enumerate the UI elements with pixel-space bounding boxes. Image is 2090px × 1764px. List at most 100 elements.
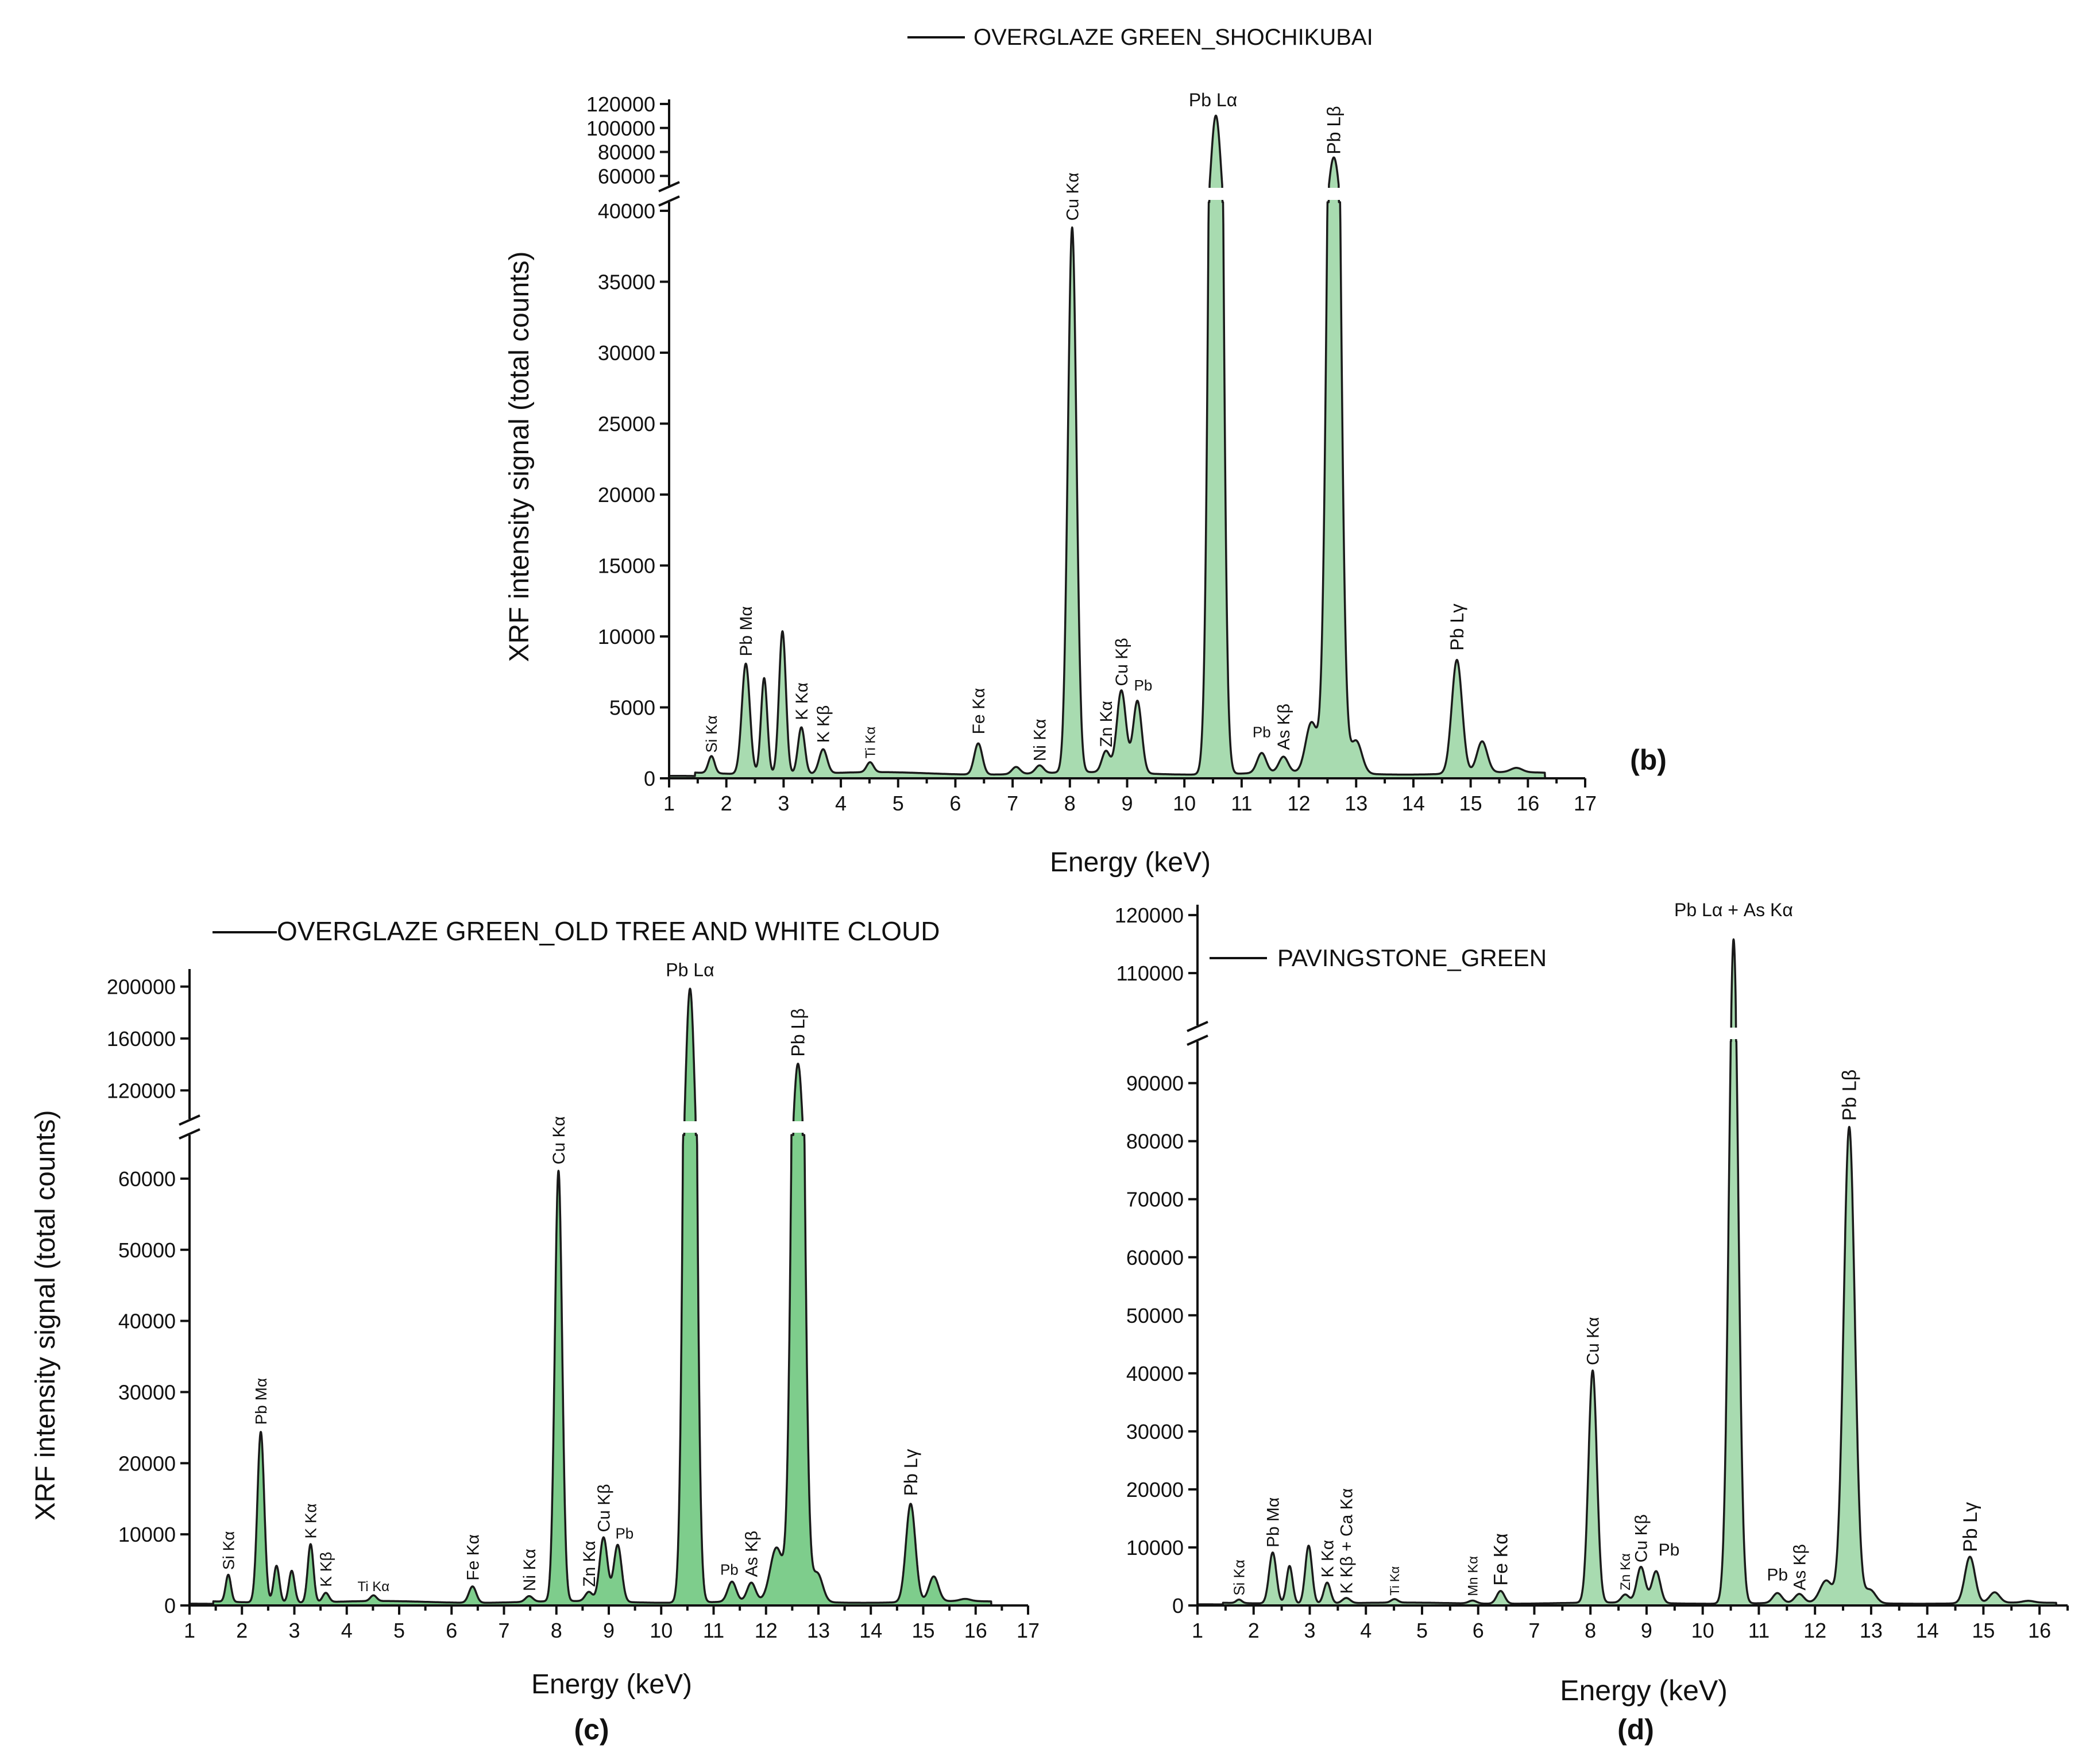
x-tick-label-b: 12 [1288,792,1311,815]
y-tick-label-c: 40000 [118,1310,176,1333]
y-tick-label-b: 40000 [598,199,655,223]
peak-label-c: Pb Lγ [901,1449,921,1496]
peak-label-c: K Kβ [317,1552,335,1587]
legend-label-b: OVERGLAZE GREEN_SHOCHIKUBAI [973,25,1373,50]
peak-label-d: Ti Kα [1388,1566,1402,1596]
peak-label-c: Ti Kα [357,1579,389,1595]
x-tick-label-c: 6 [446,1619,457,1642]
peak-label-d: Pb Mα [1264,1497,1283,1547]
y-tick-label-d: 60000 [1126,1246,1184,1269]
plot-area-c: 1 2 3 4 5 6 7 8 9 10 11 12 13 14 15 16 17010000200003000… [107,960,1040,1642]
x-tick-label-c: 12 [755,1619,778,1642]
peak-label-b: Pb [1253,723,1271,740]
x-tick-label-d: 3 [1304,1619,1315,1642]
x-tick-label-d: 10 [1691,1619,1714,1642]
peak-label-c: Pb Lα [666,960,714,981]
y-tick-label-d: 10000 [1126,1536,1184,1560]
axis-break-gap-b [670,188,1586,200]
axis-break-mark-c [179,1128,200,1140]
y-tick-label-d: 0 [1172,1594,1184,1618]
y-tick-label-c: 0 [164,1594,176,1618]
x-tick-label-b: 8 [1064,792,1076,815]
peak-label-b: As Kβ [1274,704,1293,750]
peak-label-c: Pb [720,1561,739,1578]
peak-label-c: Pb Lβ [788,1008,809,1056]
peak-label-d: As Kβ [1790,1544,1809,1591]
x-tick-label-b: 10 [1173,792,1196,815]
y-tick-label-c: 30000 [118,1380,176,1404]
peak-label-c: Pb [615,1525,633,1542]
peak-label-d: K Kβ + Ca Kα [1338,1488,1357,1594]
x-tick-label-c: 9 [603,1619,615,1642]
x-tick-label-c: 13 [807,1619,830,1642]
panel-d: PAVINGSTONE_GREEN 1 2 3 4 5 6 7 8 9 10 11 12 13 14 15 1… [1115,900,2069,1746]
x-tick-label-d: 8 [1585,1619,1596,1642]
x-tick-label-c: 10 [650,1619,673,1642]
peak-label-b: Pb Lβ [1324,106,1345,154]
x-tick-label-c: 14 [859,1619,882,1642]
y-tick-label-b: 120000 [586,92,655,116]
axis-break-gap-d [1199,1028,2069,1039]
x-tick-label-d: 6 [1473,1619,1484,1642]
peak-label-c: As Kβ [743,1531,762,1577]
peak-label-d: K Kα [1318,1540,1337,1578]
y-tick-label-d: 20000 [1126,1478,1184,1501]
axis-break-mark-d [1187,1035,1208,1046]
y-tick-label-b: 60000 [598,164,655,188]
peak-label-c: Cu Kβ [594,1484,613,1532]
y-tick-label-b: 20000 [598,483,655,507]
spectrum-series-d [1196,938,2058,1607]
y-tick-label-b: 25000 [598,412,655,436]
x-tick-label-b: 1 [663,792,675,815]
y-tick-label-b: 80000 [598,141,655,164]
peak-label-c: Ni Kα [520,1549,539,1591]
y-tick-label-c: 50000 [118,1238,176,1262]
y-tick-label-b: 35000 [598,271,655,294]
axis-break-mark-d [1187,1021,1208,1032]
peak-label-b: Pb Lγ [1447,604,1467,651]
y-tick-label-d: 30000 [1126,1420,1184,1443]
x-tick-label-d: 4 [1360,1619,1372,1642]
peak-label-b: Pb Lα [1189,90,1237,110]
x-tick-label-b: 6 [949,792,961,815]
legend-label-c: OVERGLAZE GREEN_OLD TREE AND WHITE CLOUD [277,916,940,946]
peak-label-b: Pb [1134,677,1153,694]
x-tick-label-d: 7 [1528,1619,1540,1642]
peak-label-b: Cu Kβ [1112,638,1131,686]
panel-c: OVERGLAZE GREEN_OLD TREE AND WHITE CLOUD… [30,916,1040,1746]
peak-label-d: Si Kα [1230,1560,1247,1596]
x-tick-label-d: 1 [1192,1619,1203,1642]
x-tick-label-c: 1 [184,1619,195,1642]
y-tick-label-c: 60000 [118,1167,176,1191]
y-axis-title-c: XRF intensity signal (total counts) [30,1110,61,1521]
x-tick-label-b: 5 [893,792,904,815]
y-tick-label-b: 30000 [598,341,655,365]
peak-label-d: Pb Lγ [1960,1502,1981,1552]
x-tick-label-d: 16 [2028,1619,2051,1642]
y-tick-label-b: 10000 [598,625,655,649]
peak-label-d: Cu Kα [1584,1317,1603,1365]
legend-label-d: PAVINGSTONE_GREEN [1277,944,1547,971]
peak-label-d: Pb Lα + As Kα [1674,900,1793,920]
peak-label-c: Pb Mα [252,1378,270,1425]
x-tick-label-b: 7 [1007,792,1018,815]
x-tick-label-d: 15 [1972,1619,1995,1642]
x-tick-label-c: 11 [703,1619,724,1642]
x-tick-label-b: 4 [835,792,847,815]
peak-label-b: Zn Kα [1097,701,1116,747]
y-tick-label-c: 200000 [107,975,176,999]
peak-label-d: Pb [1767,1566,1788,1585]
y-tick-label-c: 160000 [107,1027,176,1051]
x-tick-label-c: 5 [393,1619,405,1642]
y-tick-label-d: 40000 [1126,1362,1184,1385]
axis-break-gap-c [191,1121,1029,1133]
x-tick-label-c: 4 [341,1619,353,1642]
x-axis-title-c: Energy (keV) [531,1669,692,1700]
panel-label-c: (c) [574,1713,609,1746]
x-tick-label-d: 2 [1248,1619,1260,1642]
y-tick-label-d: 90000 [1126,1072,1184,1095]
x-tick-label-b: 11 [1231,792,1252,815]
x-tick-label-d: 14 [1916,1619,1939,1642]
x-tick-label-c: 17 [1017,1619,1040,1642]
